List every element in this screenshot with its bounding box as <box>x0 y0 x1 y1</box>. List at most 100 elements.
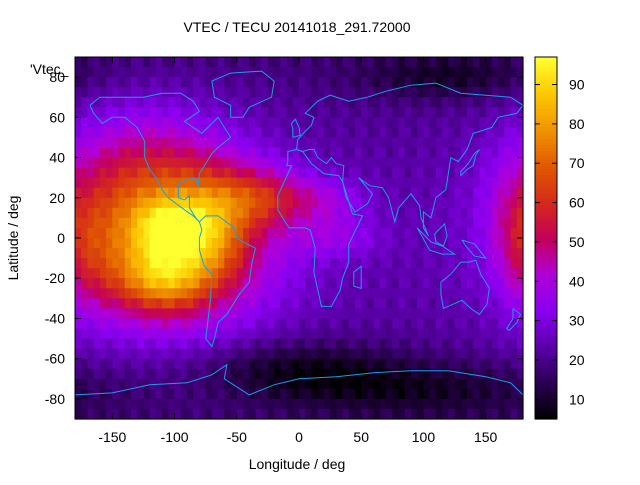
heatmap-cell <box>249 378 257 390</box>
heatmap-cell <box>155 368 163 380</box>
heatmap-cell <box>429 107 437 118</box>
heatmap-cell <box>330 318 337 330</box>
heatmap-cell <box>112 388 120 400</box>
y-tick-label: 80 <box>49 69 65 85</box>
heatmap-cell <box>504 107 512 118</box>
heatmap-cell <box>342 408 350 420</box>
heatmap-cell <box>323 117 331 128</box>
heatmap-cell <box>106 318 113 330</box>
heatmap-cell <box>143 258 151 269</box>
colorbar-segment <box>535 174 557 179</box>
heatmap-cell <box>299 368 306 380</box>
heatmap-cell <box>162 368 169 380</box>
heatmap-cell <box>473 137 481 149</box>
heatmap-cell <box>510 238 518 249</box>
heatmap-cell <box>230 248 238 259</box>
heatmap-cell <box>193 238 201 249</box>
heatmap-cell <box>379 197 387 209</box>
heatmap-cell <box>106 117 113 128</box>
heatmap-cell <box>230 408 238 420</box>
heatmap-cell <box>236 278 244 289</box>
heatmap-cell <box>243 308 250 320</box>
heatmap-cell <box>180 197 188 209</box>
heatmap-cell <box>137 268 145 279</box>
heatmap-cell <box>187 358 194 370</box>
heatmap-cell <box>367 97 375 108</box>
heatmap-cell <box>292 167 300 179</box>
heatmap-cell <box>299 398 306 410</box>
heatmap-cell <box>255 187 263 199</box>
heatmap-cell <box>479 298 487 309</box>
heatmap-cell <box>467 97 474 108</box>
heatmap-cell <box>292 147 300 159</box>
heatmap-cell <box>187 57 194 68</box>
heatmap-cell <box>99 187 107 199</box>
heatmap-cell <box>311 318 319 330</box>
heatmap-cell <box>498 408 505 420</box>
heatmap-cell <box>398 137 406 149</box>
heatmap-cell <box>249 217 257 229</box>
heatmap-cell <box>342 278 350 289</box>
heatmap-cell <box>435 298 443 309</box>
heatmap-cell <box>448 388 456 400</box>
heatmap-cell <box>373 107 381 118</box>
heatmap-cell <box>261 117 269 128</box>
heatmap-cell <box>504 57 512 68</box>
heatmap-cell <box>218 348 225 360</box>
heatmap-cell <box>516 278 524 289</box>
heatmap-cell <box>112 348 120 360</box>
heatmap-cell <box>143 217 151 229</box>
heatmap-cell <box>180 378 188 390</box>
heatmap-cell <box>131 248 138 259</box>
heatmap-cell <box>467 308 474 320</box>
heatmap-cell <box>292 378 300 390</box>
heatmap-cell <box>423 268 431 279</box>
heatmap-cell <box>367 57 375 68</box>
heatmap-cell <box>205 67 213 78</box>
heatmap-cell <box>261 318 269 330</box>
colorbar-segment <box>535 325 557 330</box>
heatmap-cell <box>491 308 499 320</box>
heatmap-cell <box>99 137 107 149</box>
heatmap-cell <box>330 388 337 400</box>
heatmap-cell <box>516 177 524 189</box>
vtec-heatmap <box>75 57 524 420</box>
heatmap-cell <box>261 358 269 370</box>
heatmap-cell <box>187 328 194 340</box>
heatmap-cell <box>187 248 194 259</box>
heatmap-cell <box>429 298 437 309</box>
colorbar-segment <box>535 298 557 302</box>
heatmap-cell <box>510 107 518 118</box>
heatmap-cell <box>411 378 418 390</box>
heatmap-cell <box>323 408 331 420</box>
heatmap-cell <box>355 77 362 88</box>
heatmap-cell <box>255 328 263 340</box>
heatmap-cell <box>361 217 369 229</box>
heatmap-cell <box>280 378 288 390</box>
heatmap-cell <box>379 378 387 390</box>
heatmap-cell <box>292 197 300 209</box>
heatmap-cell <box>411 57 418 68</box>
heatmap-cell <box>299 358 306 370</box>
heatmap-cell <box>330 107 337 118</box>
heatmap-cell <box>143 388 151 400</box>
x-tick-label: 100 <box>412 429 436 445</box>
heatmap-cell <box>491 217 499 229</box>
heatmap-cell <box>355 348 362 360</box>
heatmap-cell <box>118 77 126 88</box>
heatmap-cell <box>361 348 369 360</box>
heatmap-cell <box>124 127 132 139</box>
heatmap-cell <box>423 288 431 299</box>
heatmap-cell <box>224 278 232 289</box>
heatmap-cell <box>75 308 82 320</box>
heatmap-cell <box>292 358 300 370</box>
heatmap-cell <box>292 268 300 279</box>
heatmap-cell <box>149 107 157 118</box>
heatmap-cell <box>87 57 95 68</box>
heatmap-cell <box>510 298 518 309</box>
heatmap-cell <box>243 338 250 350</box>
heatmap-cell <box>267 177 275 189</box>
heatmap-cell <box>93 368 101 380</box>
heatmap-cell <box>168 217 176 229</box>
heatmap-cell <box>460 187 468 199</box>
